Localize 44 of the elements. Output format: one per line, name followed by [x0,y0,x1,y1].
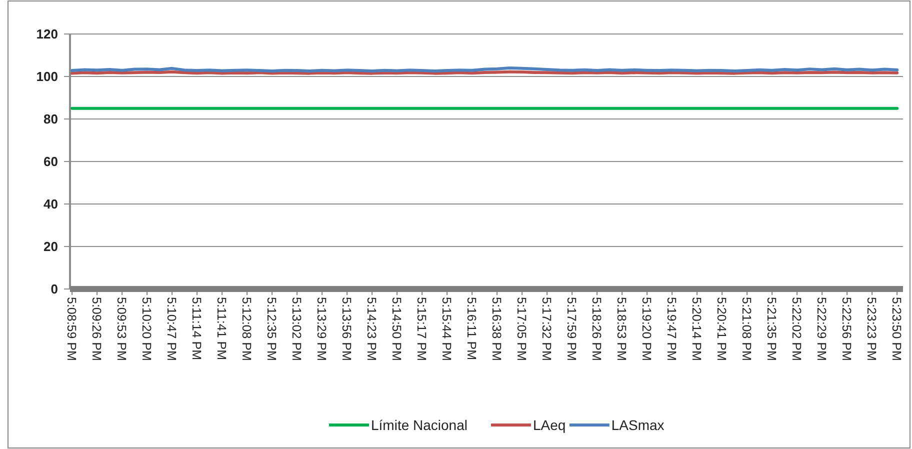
x-tick-label: 5:23:50 PM [890,297,904,361]
x-tick-label: 5:13:02 PM [290,297,304,361]
x-tick-label: 5:13:29 PM [314,297,329,361]
y-tick-label: 20 [44,239,58,254]
x-tick-label: 5:15:44 PM [440,297,454,361]
x-tick-label: 5:09:53 PM [114,297,129,361]
x-tick-label: 5:22:02 PM [790,297,804,361]
x-tick-label: 5:22:29 PM [814,297,829,361]
x-tick-label: 5:17:05 PM [514,297,529,361]
x-tick-label: 5:15:17 PM [414,297,429,361]
y-tick-label: 0 [50,282,58,297]
x-tick-label: 5:12:35 PM [264,297,279,361]
x-tick-label: 5:09:26 PM [90,297,104,361]
x-tick-label: 5:20:14 PM [690,297,704,361]
y-tick-label: 40 [44,196,58,212]
y-tick-label: 120 [36,26,58,42]
x-tick-label: 5:10:47 PM [164,297,179,361]
y-tick-label: 80 [44,112,58,127]
x-tick-label: 5:16:11 PM [464,297,479,360]
x-tick-label: 5:20:41 PM [714,297,729,361]
x-tick-label: 5:17:59 PM [564,297,579,361]
x-tick-label: 5:18:26 PM [590,297,604,361]
x-tick-label: 5:12:08 PM [240,297,254,361]
x-tick-label: 5:14:50 PM [390,297,404,361]
x-tick-label: 5:19:47 PM [664,297,679,361]
x-tick-label: 5:16:38 PM [490,297,504,361]
x-tick-label: 5:17:32 PM [540,297,554,361]
x-tick-label: 5:21:35 PM [764,297,779,361]
x-tick-label: 5:11:41 PM [214,297,229,360]
x-tick-label: 5:13:56 PM [340,297,354,361]
x-tick-label: 5:23:23 PM [864,297,879,361]
legend-label: Límite Nacional [371,416,468,433]
x-tick-label: 5:21:08 PM [740,297,754,361]
x-tick-label: 5:19:20 PM [640,297,654,361]
x-tick-label: 5:14:23 PM [364,297,379,361]
x-tick-label: 5:10:20 PM [140,297,154,361]
x-tick-label: 5:22:56 PM [840,297,854,361]
x-tick-label: 5:18:53 PM [614,297,629,361]
x-tick-label: 5:11:14 PM [190,297,204,360]
legend-label: LASmax [611,416,664,433]
legend-label: LAeq [533,416,566,433]
x-tick-label: 5:08:59 PM [64,297,79,361]
y-tick-label: 60 [44,154,58,170]
y-tick-label: 100 [36,69,58,84]
